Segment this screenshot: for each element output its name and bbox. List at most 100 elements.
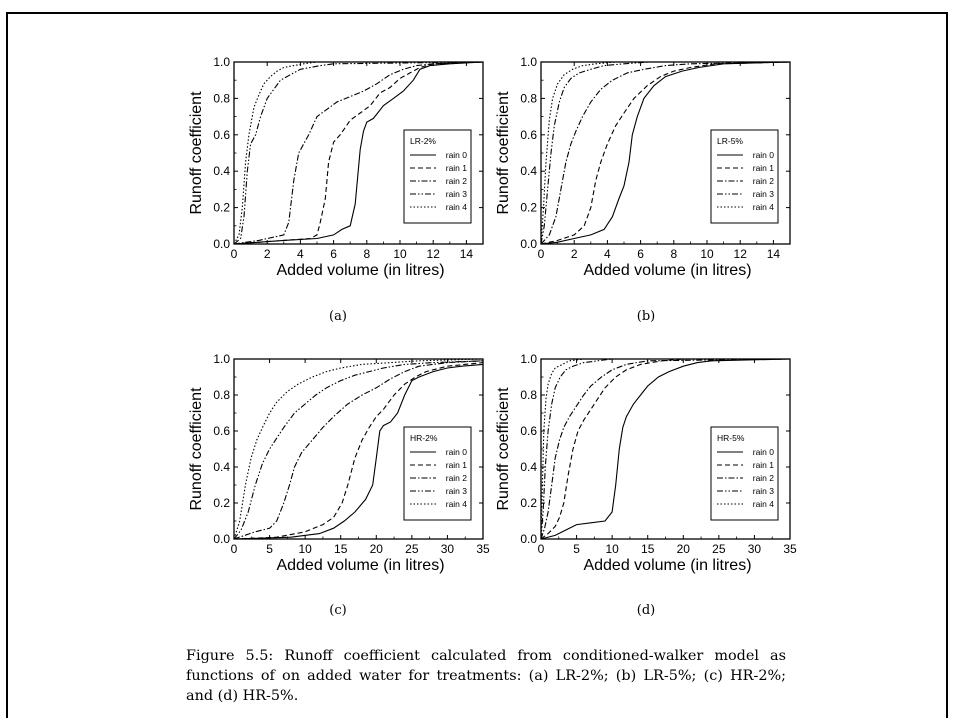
- x-tick-label-b: 10: [700, 247, 714, 261]
- x-tick-label-d: 15: [641, 542, 655, 556]
- x-tick-label-b: 12: [734, 247, 748, 261]
- y-tick-label-b: 0.0: [520, 237, 537, 251]
- y-tick-label-b: 0.2: [520, 201, 537, 215]
- y-tick-label-a: 0.2: [213, 201, 230, 215]
- x-axis-label-c: Added volume (in litres): [276, 557, 444, 574]
- y-tick-label-d: 0.6: [520, 424, 537, 438]
- legend-entry-c: rain 2: [446, 473, 468, 483]
- x-tick-label-c: 0: [231, 542, 238, 556]
- series-line-c-3: [233, 360, 484, 540]
- x-tick-label-a: 2: [264, 247, 271, 261]
- x-tick-label-c: 10: [298, 542, 312, 556]
- legend-entry-b: rain 0: [753, 150, 775, 160]
- y-axis-label-b: Runoff coefficient: [495, 91, 512, 215]
- x-tick-label-c: 20: [370, 542, 384, 556]
- x-axis-label-d: Added volume (in litres): [583, 557, 751, 574]
- y-tick-label-c: 0.0: [213, 532, 230, 546]
- y-tick-label-b: 0.6: [520, 128, 537, 142]
- chart-d: 0 5 10 15 20 25 30 35 0.0 0.2 0.4 0.6 0.8 1.0 Added vo…: [495, 352, 797, 574]
- series-line-d-1: [540, 358, 790, 540]
- subfigure-label-b: (b): [636, 309, 656, 324]
- legend-entry-d: rain 3: [753, 486, 775, 496]
- series-line-a-3: [233, 61, 484, 245]
- legend-entry-a: rain 2: [446, 176, 468, 186]
- legend-entry-d: rain 1: [753, 460, 775, 470]
- series-line-b-0: [540, 61, 791, 245]
- subfigure-label-d: (d): [636, 603, 656, 618]
- y-tick-label-a: 1.0: [213, 55, 230, 69]
- series-line-b-2: [540, 61, 791, 245]
- x-tick-label-c: 30: [441, 542, 455, 556]
- series-line-a-2: [233, 61, 484, 245]
- legend-entry-c: rain 1: [446, 460, 468, 470]
- y-tick-label-a: 0.8: [213, 91, 230, 105]
- series-line-a-4: [233, 61, 483, 245]
- y-axis-label-c: Runoff coefficient: [188, 387, 205, 511]
- chart-b: 0 2 4 6 8 10 12 14 0.0 0.2 0.4 0.6 0.8 1.0 Added volum…: [495, 55, 791, 279]
- series-line-b-3: [540, 61, 790, 245]
- y-axis-label-a: Runoff coefficient: [188, 91, 205, 215]
- x-tick-label-b: 14: [767, 247, 781, 261]
- y-tick-label-a: 0.4: [213, 164, 230, 178]
- legend-entry-b: rain 3: [753, 189, 775, 199]
- x-tick-label-b: 2: [571, 247, 578, 261]
- x-tick-label-a: 8: [363, 247, 370, 261]
- y-tick-label-d: 0.0: [520, 532, 537, 546]
- y-tick-label-c: 1.0: [213, 352, 230, 366]
- series-line-d-4: [540, 358, 790, 540]
- figure-caption: Figure 5.5: Runoff coefficient calculate…: [186, 646, 786, 706]
- legend-entry-c: rain 4: [446, 499, 468, 509]
- series-line-d-0: [540, 358, 791, 540]
- x-tick-label-d: 0: [538, 542, 545, 556]
- x-tick-label-d: 35: [783, 542, 797, 556]
- subfigure-label-c: (c): [329, 603, 347, 618]
- series-line-d-3: [540, 358, 790, 540]
- legend-title-b: LR-5%: [717, 136, 743, 146]
- x-tick-label-d: 10: [605, 542, 619, 556]
- y-tick-label-a: 0.0: [213, 237, 230, 251]
- chart-a: 0 2 4 6 8 10 12 14 0.0 0.2 0.4 0.6 0.8 1.0 Added volum…: [188, 55, 484, 279]
- caption-text: Runoff coefficient calculated from condi…: [186, 648, 786, 704]
- y-tick-label-c: 0.2: [213, 496, 230, 510]
- legend-entry-a: rain 0: [446, 150, 468, 160]
- legend-entry-c: rain 0: [446, 447, 468, 457]
- x-tick-label-a: 4: [297, 247, 304, 261]
- series-line-c-4: [233, 358, 484, 540]
- caption-number: Figure 5.5:: [186, 648, 274, 664]
- legend-entry-d: rain 4: [753, 499, 775, 509]
- x-tick-label-b: 4: [604, 247, 611, 261]
- legend-title-d: HR-5%: [717, 433, 745, 443]
- legend-entry-b: rain 2: [753, 176, 775, 186]
- y-tick-label-d: 0.8: [520, 388, 537, 402]
- y-tick-label-d: 1.0: [520, 352, 537, 366]
- y-axis-label-d: Runoff coefficient: [495, 387, 512, 511]
- y-tick-label-b: 1.0: [520, 55, 537, 69]
- page-frame: [6, 12, 948, 718]
- x-tick-label-d: 20: [677, 542, 691, 556]
- x-tick-label-a: 12: [427, 247, 441, 261]
- x-tick-label-a: 6: [330, 247, 337, 261]
- y-tick-label-b: 0.8: [520, 91, 537, 105]
- series-line-c-0: [233, 363, 484, 540]
- legend-title-a: LR-2%: [410, 136, 436, 146]
- legend-entry-b: rain 1: [753, 163, 775, 173]
- x-tick-label-a: 14: [460, 247, 474, 261]
- y-tick-label-a: 0.6: [213, 128, 230, 142]
- legend-entry-d: rain 0: [753, 447, 775, 457]
- series-line-b-4: [540, 61, 790, 245]
- y-tick-label-b: 0.4: [520, 164, 537, 178]
- x-tick-label-d: 5: [573, 542, 580, 556]
- y-tick-label-c: 0.4: [213, 460, 230, 474]
- y-tick-label-c: 0.6: [213, 424, 230, 438]
- x-tick-label-c: 35: [476, 542, 490, 556]
- legend-entry-c: rain 3: [446, 486, 468, 496]
- y-tick-label-d: 0.4: [520, 460, 537, 474]
- legend-entry-a: rain 4: [446, 202, 468, 212]
- x-tick-label-a: 10: [393, 247, 407, 261]
- legend-entry-d: rain 2: [753, 473, 775, 483]
- x-tick-label-c: 5: [266, 542, 273, 556]
- x-tick-label-d: 25: [712, 542, 726, 556]
- x-tick-label-d: 30: [748, 542, 762, 556]
- legend-box-d: [710, 426, 779, 521]
